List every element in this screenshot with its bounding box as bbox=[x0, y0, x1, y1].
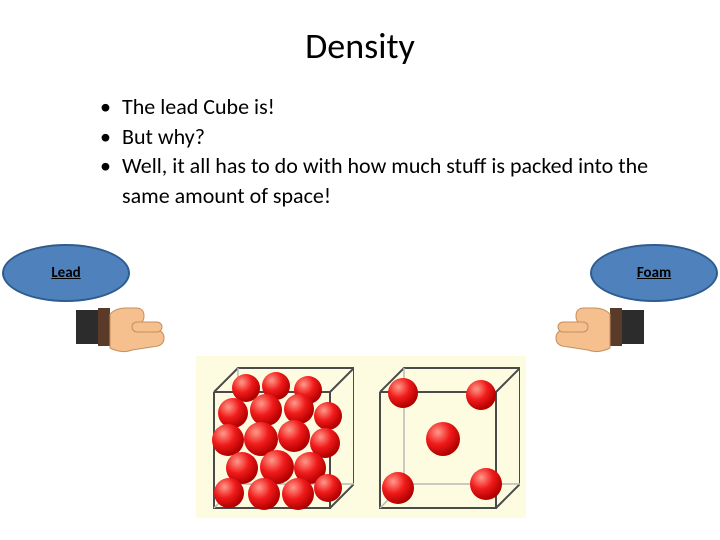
sphere bbox=[250, 394, 282, 426]
sphere bbox=[248, 478, 280, 510]
sphere bbox=[214, 478, 244, 508]
bullet-list: The lead Cube is! But why? Well, it all … bbox=[100, 92, 660, 211]
cubes-diagram bbox=[196, 356, 526, 518]
pointing-hand-icon bbox=[76, 290, 166, 360]
sphere bbox=[278, 420, 310, 452]
sphere bbox=[470, 468, 502, 500]
pointing-hand-icon bbox=[554, 290, 644, 360]
sphere bbox=[314, 402, 342, 430]
sphere bbox=[426, 422, 460, 456]
sphere bbox=[382, 472, 414, 504]
sphere bbox=[466, 380, 496, 410]
lead-cube bbox=[204, 362, 352, 512]
bullet-item: Well, it all has to do with how much stu… bbox=[100, 151, 660, 210]
sphere bbox=[218, 398, 248, 428]
bullet-item: But why? bbox=[100, 122, 660, 152]
foam-cube bbox=[370, 362, 518, 512]
bullet-item: The lead Cube is! bbox=[100, 92, 660, 122]
page-title: Density bbox=[0, 0, 720, 68]
sphere bbox=[282, 478, 314, 510]
sphere bbox=[388, 378, 418, 408]
sphere bbox=[284, 394, 314, 424]
sphere bbox=[314, 474, 342, 502]
